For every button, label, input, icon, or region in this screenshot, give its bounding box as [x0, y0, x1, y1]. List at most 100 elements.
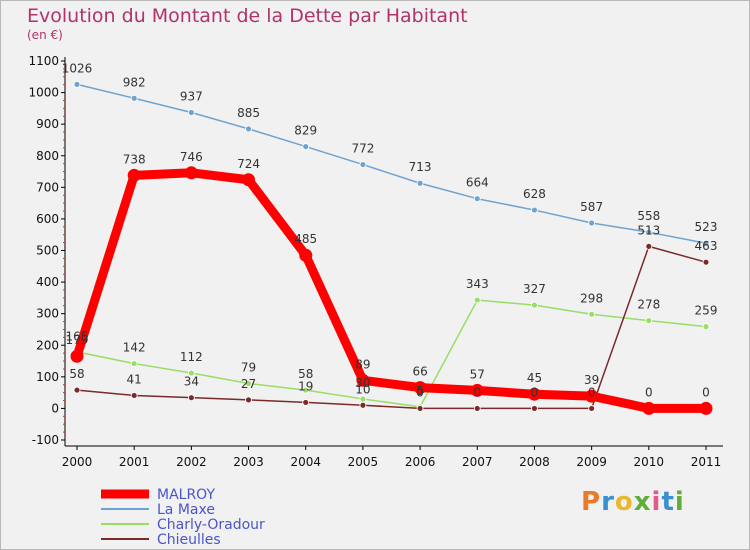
data-point: [645, 317, 653, 325]
data-point: [187, 109, 195, 116]
data-label: 66: [412, 365, 427, 379]
x-tick-label: 2010: [634, 455, 665, 469]
y-tick-label: 200: [36, 338, 59, 352]
data-label: 27: [241, 377, 256, 391]
data-label: 343: [466, 277, 489, 291]
x-tick-label: 2011: [691, 455, 722, 469]
data-point: [245, 396, 252, 404]
data-point: [473, 195, 481, 203]
data-point: [302, 399, 310, 406]
data-point: [413, 381, 427, 395]
data-label: 179: [66, 333, 89, 347]
y-tick-label: 500: [36, 244, 59, 258]
series-line-charly-oradour: [76, 299, 707, 408]
data-point: [702, 323, 710, 331]
data-label: 327: [523, 282, 546, 296]
data-point: [470, 383, 484, 397]
x-tick-label: 2009: [576, 455, 607, 469]
data-label: 112: [180, 350, 203, 364]
x-tick-label: 2008: [519, 455, 550, 469]
data-point: [184, 166, 198, 180]
data-label: 0: [416, 385, 424, 399]
data-point: [473, 405, 481, 412]
data-label: 0: [588, 385, 596, 399]
data-label: 79: [241, 360, 256, 374]
data-label: 0: [702, 385, 710, 399]
data-label: 463: [695, 239, 718, 253]
data-label: 165: [66, 329, 89, 343]
data-label: 0: [531, 385, 539, 399]
data-point: [130, 392, 138, 399]
data-point: [527, 387, 541, 401]
data-point: [359, 161, 367, 168]
data-point: [359, 395, 367, 403]
data-label: 57: [470, 367, 485, 381]
data-point: [588, 219, 596, 227]
data-label: 513: [637, 223, 660, 237]
data-point: [127, 168, 141, 182]
data-label: 30: [355, 376, 370, 390]
data-point: [299, 248, 313, 262]
data-point: [356, 373, 370, 387]
data-point: [187, 369, 195, 377]
data-label: 298: [580, 291, 603, 305]
x-tick-label: 2003: [233, 455, 264, 469]
data-label: 558: [637, 209, 660, 223]
data-point: [416, 405, 424, 412]
data-point: [645, 242, 653, 250]
data-point: [473, 296, 481, 304]
data-label: 724: [237, 157, 260, 171]
data-point: [302, 386, 310, 394]
y-tick-label: 400: [36, 275, 59, 289]
data-point: [245, 125, 252, 133]
data-label: 664: [466, 176, 489, 190]
data-label: 982: [123, 75, 146, 89]
data-point: [130, 94, 138, 102]
data-label: 746: [180, 150, 203, 164]
x-tick-label: 2000: [62, 455, 93, 469]
data-label: 485: [294, 232, 317, 246]
y-tick-label: -100: [32, 433, 59, 447]
data-label: 885: [237, 106, 260, 120]
data-label: 142: [123, 341, 146, 355]
data-label: 45: [527, 371, 542, 385]
y-tick-label: 900: [36, 117, 59, 131]
data-point: [699, 401, 713, 415]
data-label: 39: [584, 373, 599, 387]
data-label: 41: [127, 372, 142, 386]
data-label: 628: [523, 187, 546, 201]
series-line-la maxe: [76, 83, 707, 244]
data-label: 278: [637, 298, 660, 312]
y-tick-label: 0: [51, 401, 59, 415]
data-point: [585, 389, 599, 403]
legend-label: MALROY: [157, 487, 215, 503]
legend-label: Charly-Oradour: [157, 517, 265, 533]
y-tick-label: 800: [36, 149, 59, 163]
y-tick-label: 700: [36, 180, 59, 194]
y-tick-label: 1000: [28, 86, 59, 100]
legend-label: Chieulles: [157, 532, 221, 548]
data-label: 10: [355, 382, 370, 396]
data-point: [187, 394, 195, 402]
x-tick-label: 2006: [405, 455, 436, 469]
x-tick-label: 2004: [290, 455, 321, 469]
data-label: 1026: [62, 61, 93, 75]
data-label: 89: [355, 357, 370, 371]
y-tick-label: 100: [36, 370, 59, 384]
data-point: [242, 173, 256, 187]
data-point: [642, 401, 656, 415]
data-point: [531, 301, 538, 309]
data-label: 772: [351, 142, 374, 156]
data-point: [588, 405, 596, 412]
data-label: 713: [409, 160, 432, 174]
x-tick-label: 2005: [348, 455, 379, 469]
data-point: [359, 401, 367, 409]
data-point: [531, 405, 538, 412]
y-tick-label: 300: [36, 307, 59, 321]
y-tick-label: 600: [36, 212, 59, 226]
data-point: [702, 258, 710, 266]
series-line-malroy: [72, 168, 706, 413]
chart-unit-label: (en €): [27, 28, 63, 42]
data-point: [531, 206, 538, 214]
